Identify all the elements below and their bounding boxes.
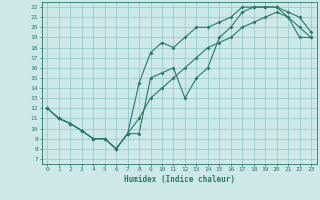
- X-axis label: Humidex (Indice chaleur): Humidex (Indice chaleur): [124, 175, 235, 184]
